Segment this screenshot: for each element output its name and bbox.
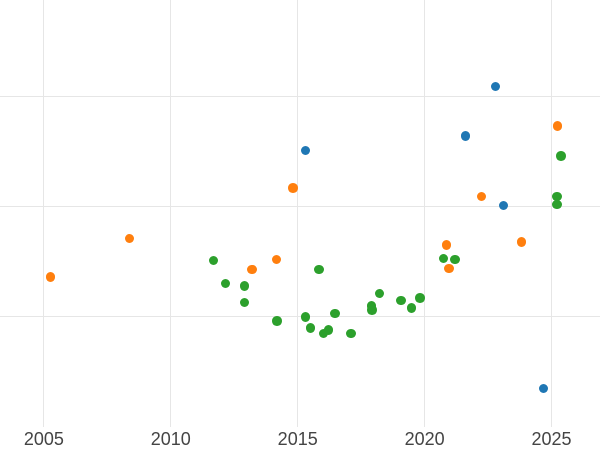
x-tick-label: 2005 xyxy=(23,429,64,449)
x-tick-label: 2025 xyxy=(531,429,572,449)
blue-series-point[interactable] xyxy=(490,81,501,92)
blue-series-point[interactable] xyxy=(538,383,549,394)
orange-series-point[interactable] xyxy=(45,272,55,282)
orange-series-point[interactable] xyxy=(124,233,135,244)
orange-series-point[interactable] xyxy=(552,121,563,131)
green-series-point[interactable] xyxy=(272,316,282,326)
gridline-vertical xyxy=(170,0,172,427)
green-series-point[interactable] xyxy=(346,328,356,339)
orange-series-point[interactable] xyxy=(476,191,487,202)
green-series-point[interactable] xyxy=(220,278,231,289)
blue-series-point[interactable] xyxy=(498,200,509,211)
gridline-vertical xyxy=(424,0,426,427)
x-tick-label: 2010 xyxy=(150,429,191,449)
green-series-point[interactable] xyxy=(208,255,219,266)
gridline-horizontal xyxy=(0,206,600,208)
orange-series-point[interactable] xyxy=(441,240,452,250)
plot-area xyxy=(0,0,600,427)
orange-series-point[interactable] xyxy=(444,263,454,274)
orange-series-point[interactable] xyxy=(271,254,282,265)
green-series-point[interactable] xyxy=(305,323,316,333)
gridline-vertical xyxy=(297,0,299,427)
green-series-point[interactable] xyxy=(330,308,340,319)
green-series-point[interactable] xyxy=(367,305,377,315)
green-series-point[interactable] xyxy=(552,191,562,202)
green-series-point[interactable] xyxy=(239,281,250,291)
green-series-point[interactable] xyxy=(438,253,449,264)
green-series-point[interactable] xyxy=(239,297,250,308)
green-series-point[interactable] xyxy=(300,312,311,322)
gridline-horizontal xyxy=(0,95,600,97)
green-series-point[interactable] xyxy=(415,293,425,303)
green-series-point[interactable] xyxy=(318,328,329,339)
green-series-point[interactable] xyxy=(552,199,562,210)
gridline-horizontal xyxy=(0,316,600,318)
x-tick-label: 2015 xyxy=(277,429,318,449)
x-axis: 2005 2010 2015 2020 2025 xyxy=(0,427,600,450)
orange-series-point[interactable] xyxy=(288,183,298,193)
x-tick-label: 2020 xyxy=(404,429,445,449)
orange-series-point[interactable] xyxy=(247,264,257,275)
green-series-point[interactable] xyxy=(556,151,566,161)
blue-series-point[interactable] xyxy=(300,145,311,156)
green-series-point[interactable] xyxy=(374,288,385,299)
green-series-point[interactable] xyxy=(323,325,334,335)
gridline-vertical xyxy=(551,0,553,427)
green-series-point[interactable] xyxy=(314,264,324,275)
orange-series-point[interactable] xyxy=(516,237,527,247)
gridline-vertical xyxy=(43,0,45,427)
green-series-point[interactable] xyxy=(450,254,460,265)
blue-series-point[interactable] xyxy=(460,131,471,141)
green-series-point[interactable] xyxy=(406,303,417,313)
green-series-point[interactable] xyxy=(396,295,406,306)
